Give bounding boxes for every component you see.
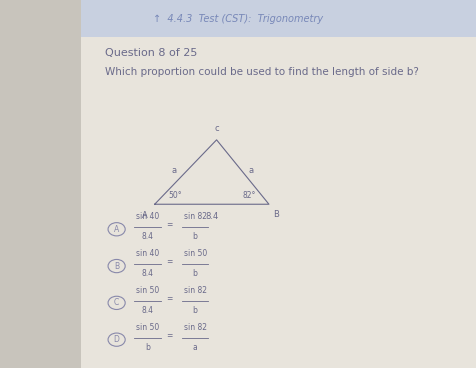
Text: sin 50: sin 50 — [184, 249, 207, 258]
Text: A: A — [114, 225, 119, 234]
Text: D: D — [114, 335, 119, 344]
Text: b: b — [193, 269, 198, 278]
Text: a: a — [248, 166, 254, 175]
Text: A: A — [142, 211, 148, 220]
Text: 8.4: 8.4 — [141, 232, 154, 241]
Text: 8.4: 8.4 — [205, 212, 218, 221]
Text: Question 8 of 25: Question 8 of 25 — [105, 48, 197, 59]
Text: b: b — [193, 232, 198, 241]
Text: =: = — [166, 331, 172, 340]
Text: sin 40: sin 40 — [136, 212, 159, 221]
Text: 8.4: 8.4 — [141, 269, 154, 278]
Text: =: = — [166, 220, 172, 229]
Text: a: a — [172, 166, 177, 175]
Text: =: = — [166, 257, 172, 266]
Text: sin 40: sin 40 — [136, 249, 159, 258]
Text: sin 82: sin 82 — [184, 212, 207, 221]
Text: C: C — [114, 298, 119, 307]
Text: Which proportion could be used to find the length of side b?: Which proportion could be used to find t… — [105, 67, 418, 77]
Text: 50°: 50° — [168, 191, 182, 200]
Text: sin 82: sin 82 — [184, 323, 207, 332]
Text: 82°: 82° — [242, 191, 256, 200]
Text: 8.4: 8.4 — [141, 306, 154, 315]
Text: c: c — [214, 124, 219, 133]
Text: sin 82: sin 82 — [184, 286, 207, 295]
Text: b: b — [145, 343, 150, 351]
Text: b: b — [193, 306, 198, 315]
Text: B: B — [114, 262, 119, 270]
Text: a: a — [193, 343, 198, 351]
FancyBboxPatch shape — [81, 0, 476, 37]
FancyBboxPatch shape — [81, 0, 476, 368]
Text: ↑  4.4.3  Test (CST):  Trigonometry: ↑ 4.4.3 Test (CST): Trigonometry — [153, 14, 323, 24]
Text: =: = — [166, 294, 172, 303]
Text: sin 50: sin 50 — [136, 286, 159, 295]
Text: B: B — [273, 210, 278, 219]
Text: sin 50: sin 50 — [136, 323, 159, 332]
